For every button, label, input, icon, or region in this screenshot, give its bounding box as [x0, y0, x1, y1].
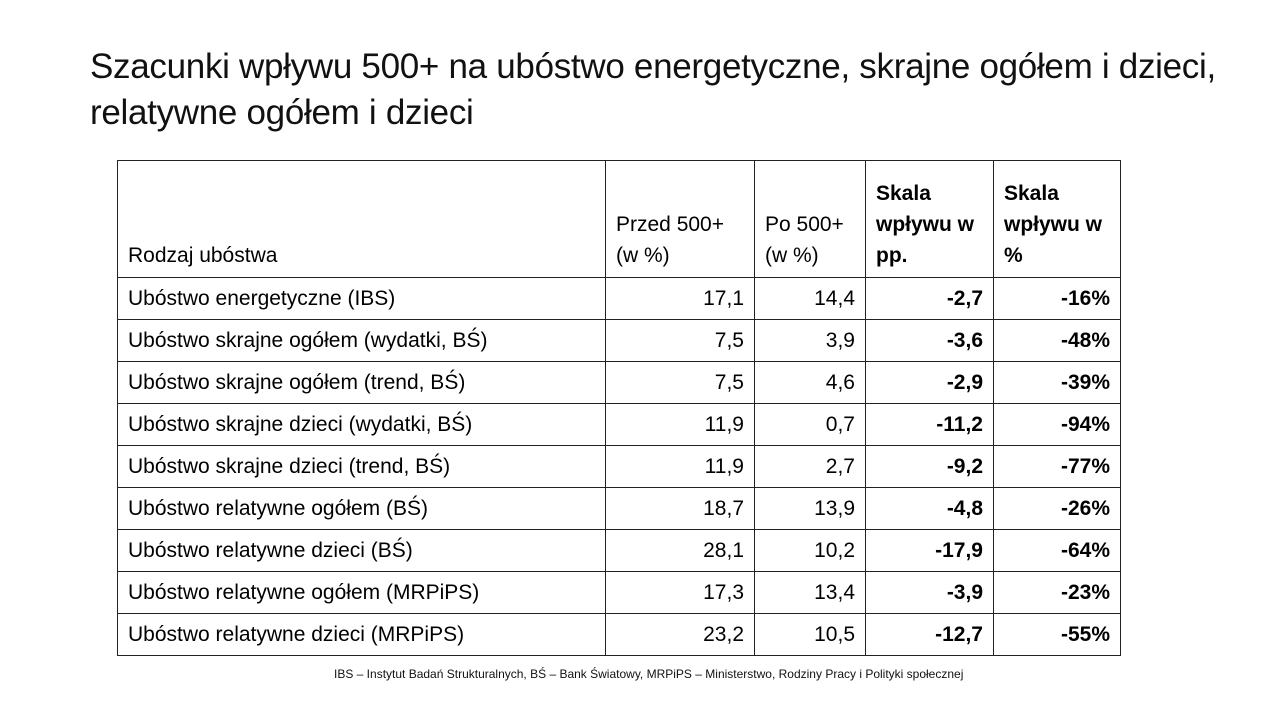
cell-impact-pp: -4,8 [865, 487, 994, 530]
cell-poverty-type: Ubóstwo relatywne ogółem (BŚ) [117, 487, 606, 530]
table-row: Ubóstwo relatywne dzieci (MRPiPS) 23,2 10,… [117, 613, 1121, 656]
table-row: Ubóstwo skrajne ogółem (wydatki, BŚ) 7,5 3… [117, 319, 1121, 362]
cell-poverty-type: Ubóstwo skrajne ogółem (wydatki, BŚ) [117, 319, 606, 362]
cell-impact-pp: -9,2 [865, 445, 994, 488]
cell-after-value: 2,7 [754, 445, 866, 488]
table-row: Ubóstwo skrajne dzieci (wydatki, BŚ) 11,9… [117, 403, 1121, 446]
cell-impact-pp: -3,9 [865, 571, 994, 614]
cell-impact-pct: -64% [993, 529, 1121, 572]
cell-before-value: 11,9 [605, 403, 755, 446]
poverty-impact-table: Rodzaj ubóstwa Przed 500+ (w %) Po 500+ … [117, 160, 1121, 656]
cell-impact-pp: -11,2 [865, 403, 994, 446]
cell-impact-pp: -2,7 [865, 277, 994, 320]
table-row: Ubóstwo energetyczne (IBS) 17,1 14,4 -2,7 -1… [117, 277, 1121, 320]
cell-impact-pct: -94% [993, 403, 1121, 446]
cell-after-value: 13,9 [754, 487, 866, 530]
cell-impact-pct: -48% [993, 319, 1121, 362]
cell-poverty-type: Ubóstwo skrajne dzieci (trend, BŚ) [117, 445, 606, 488]
table-row: Ubóstwo skrajne ogółem (trend, BŚ) 7,5 4,6… [117, 361, 1121, 404]
footnote: IBS – Instytut Badań Strukturalnych, BŚ … [334, 667, 964, 681]
cell-poverty-type: Ubóstwo relatywne dzieci (MRPiPS) [117, 613, 606, 656]
cell-poverty-type: Ubóstwo skrajne ogółem (trend, BŚ) [117, 361, 606, 404]
cell-before-value: 11,9 [605, 445, 755, 488]
cell-after-value: 10,5 [754, 613, 866, 656]
cell-before-value: 23,2 [605, 613, 755, 656]
table-header-row: Rodzaj ubóstwa Przed 500+ (w %) Po 500+ … [117, 160, 1121, 278]
cell-after-value: 4,6 [754, 361, 866, 404]
cell-impact-pct: -16% [993, 277, 1121, 320]
cell-impact-pp: -2,9 [865, 361, 994, 404]
cell-poverty-type: Ubóstwo relatywne ogółem (MRPiPS) [117, 571, 606, 614]
slide-title: Szacunki wpływu 500+ na ubóstwo energety… [90, 47, 1216, 132]
cell-before-value: 28,1 [605, 529, 755, 572]
header-poverty-type: Rodzaj ubóstwa [117, 160, 606, 278]
cell-before-value: 7,5 [605, 319, 755, 362]
cell-poverty-type: Ubóstwo relatywne dzieci (BŚ) [117, 529, 606, 572]
cell-before-value: 7,5 [605, 361, 755, 404]
cell-impact-pp: -17,9 [865, 529, 994, 572]
cell-impact-pct: -39% [993, 361, 1121, 404]
cell-poverty-type: Ubóstwo skrajne dzieci (wydatki, BŚ) [117, 403, 606, 446]
table-row: Ubóstwo skrajne dzieci (trend, BŚ) 11,9 2,… [117, 445, 1121, 488]
cell-impact-pct: -55% [993, 613, 1121, 656]
cell-impact-pp: -12,7 [865, 613, 994, 656]
cell-before-value: 17,1 [605, 277, 755, 320]
header-before: Przed 500+ (w %) [605, 160, 755, 278]
cell-impact-pct: -23% [993, 571, 1121, 614]
cell-before-value: 18,7 [605, 487, 755, 530]
cell-after-value: 10,2 [754, 529, 866, 572]
table-row: Ubóstwo relatywne ogółem (BŚ) 18,7 13,9 -4,… [117, 487, 1121, 530]
cell-impact-pct: -77% [993, 445, 1121, 488]
header-after: Po 500+ (w %) [754, 160, 866, 278]
table-row: Ubóstwo relatywne dzieci (BŚ) 28,1 10,2 -17… [117, 529, 1121, 572]
table-row: Ubóstwo relatywne ogółem (MRPiPS) 17,3 13,… [117, 571, 1121, 614]
cell-after-value: 14,4 [754, 277, 866, 320]
cell-before-value: 17,3 [605, 571, 755, 614]
cell-impact-pct: -26% [993, 487, 1121, 530]
cell-after-value: 0,7 [754, 403, 866, 446]
cell-poverty-type: Ubóstwo energetyczne (IBS) [117, 277, 606, 320]
cell-after-value: 3,9 [754, 319, 866, 362]
cell-impact-pp: -3,6 [865, 319, 994, 362]
header-impact-pp: Skala wpływu w pp. [865, 160, 994, 278]
cell-after-value: 13,4 [754, 571, 866, 614]
header-impact-pct: Skala wpływu w % [993, 160, 1121, 278]
